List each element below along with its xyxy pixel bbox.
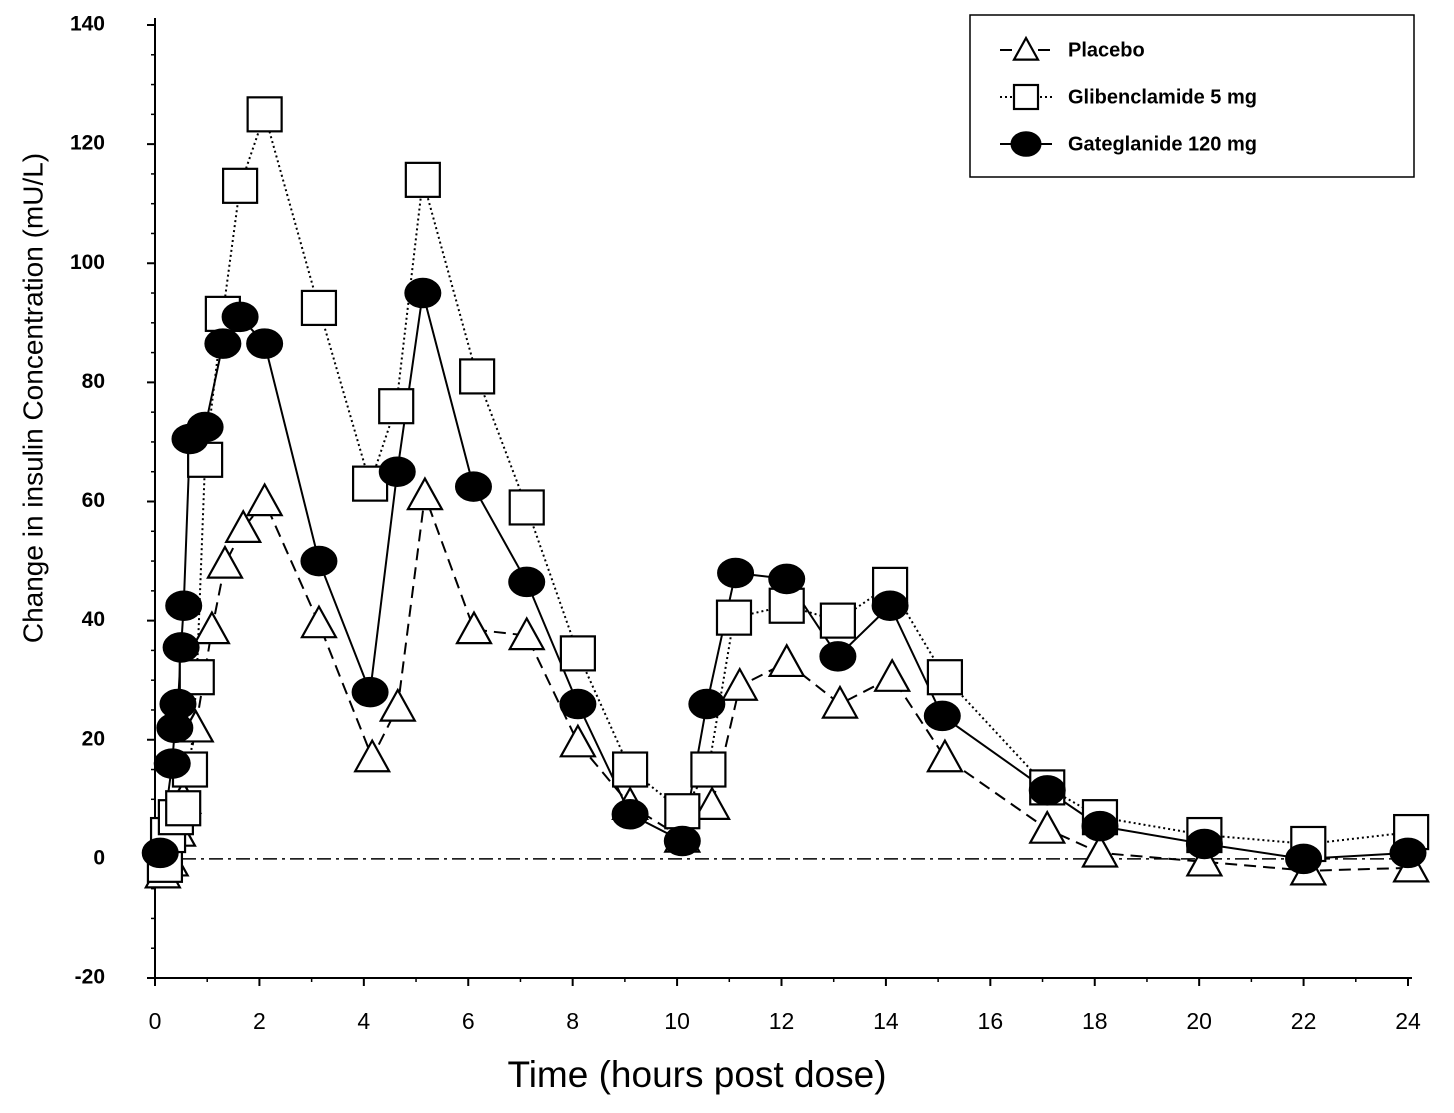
marker: [1081, 833, 1119, 868]
marker: [873, 657, 912, 692]
marker: [454, 471, 492, 502]
marker: [378, 456, 416, 487]
marker: [926, 738, 964, 773]
x-tick-label: 4: [357, 1008, 370, 1034]
legend-label: Placebo: [1068, 39, 1145, 61]
y-tick-label: 100: [70, 251, 105, 274]
marker: [153, 748, 191, 779]
marker: [768, 587, 805, 624]
marker: [508, 489, 545, 526]
marker: [221, 301, 259, 333]
marker: [715, 599, 753, 636]
marker: [159, 688, 197, 720]
marker: [717, 557, 755, 589]
marker: [1028, 775, 1066, 806]
marker: [819, 602, 856, 639]
marker: [246, 96, 283, 133]
marker: [378, 388, 415, 425]
marker: [1285, 843, 1323, 875]
marker: [611, 751, 649, 788]
marker: [819, 641, 857, 672]
x-tick-label: 2: [253, 1008, 266, 1034]
x-tick-label: 10: [664, 1008, 690, 1034]
x-tick-label: 20: [1186, 1008, 1212, 1034]
marker: [559, 635, 596, 672]
marker: [508, 566, 546, 598]
marker: [720, 666, 759, 701]
marker: [165, 590, 203, 621]
marker: [221, 167, 259, 204]
marker: [406, 476, 444, 511]
marker: [186, 411, 224, 443]
marker: [178, 659, 215, 696]
x-axis-label: Time (hours post dose): [507, 1054, 886, 1095]
marker: [767, 643, 806, 678]
marker: [663, 825, 701, 857]
marker: [821, 684, 859, 719]
marker: [224, 509, 263, 544]
x-tick-label: 8: [566, 1008, 579, 1034]
x-tick-label: 6: [462, 1008, 475, 1034]
y-tick-label: 80: [82, 370, 105, 393]
marker: [404, 277, 442, 309]
marker: [193, 610, 231, 645]
marker: [300, 545, 338, 577]
marker: [245, 482, 284, 517]
marker: [459, 358, 496, 395]
x-tick-label: 24: [1395, 1008, 1421, 1034]
marker: [206, 544, 244, 579]
marker: [1012, 83, 1040, 111]
marker: [611, 798, 649, 830]
x-tick-label: 22: [1291, 1008, 1317, 1034]
x-tick-label: 0: [149, 1008, 162, 1034]
marker: [1012, 35, 1040, 61]
marker: [246, 328, 284, 359]
marker: [351, 676, 389, 708]
y-tick-label: 120: [70, 132, 105, 155]
x-tick-label: 14: [873, 1008, 899, 1034]
marker: [300, 289, 338, 327]
marker: [664, 793, 701, 830]
y-tick-label: -20: [75, 966, 105, 989]
marker: [507, 616, 546, 651]
marker: [1010, 131, 1042, 157]
marker: [768, 563, 806, 595]
x-tick-label: 16: [978, 1008, 1004, 1034]
marker: [353, 738, 392, 773]
marker: [378, 687, 417, 722]
marker: [404, 161, 441, 198]
marker: [688, 688, 726, 720]
legend-label: Gateglanide 120 mg: [1068, 133, 1257, 155]
marker: [141, 837, 179, 869]
marker: [693, 786, 731, 820]
marker: [559, 723, 597, 758]
marker: [162, 632, 200, 663]
x-tick-label: 18: [1082, 1008, 1108, 1034]
legend-box: [969, 14, 1415, 178]
marker: [926, 659, 964, 696]
y-tick-label: 0: [93, 846, 105, 869]
marker: [1389, 837, 1427, 869]
y-tick-label: 60: [82, 489, 105, 512]
y-tick-label: 40: [82, 608, 105, 631]
marker: [923, 700, 961, 732]
marker: [1185, 828, 1223, 860]
y-axis-label: Change in insulin Concentration (mU/L): [17, 153, 48, 643]
legend-label: Glibenclamide 5 mg: [1068, 86, 1257, 108]
marker: [165, 790, 202, 827]
marker: [455, 610, 493, 645]
marker: [1081, 810, 1119, 842]
y-tick-label: 20: [82, 727, 105, 750]
marker: [1028, 809, 1067, 844]
marker: [559, 688, 597, 720]
marker: [204, 328, 242, 359]
x-tick-label: 12: [769, 1008, 795, 1034]
marker: [300, 604, 338, 639]
marker: [1185, 842, 1224, 877]
y-tick-label: 140: [70, 13, 105, 36]
marker: [871, 590, 909, 621]
marker: [690, 751, 727, 788]
